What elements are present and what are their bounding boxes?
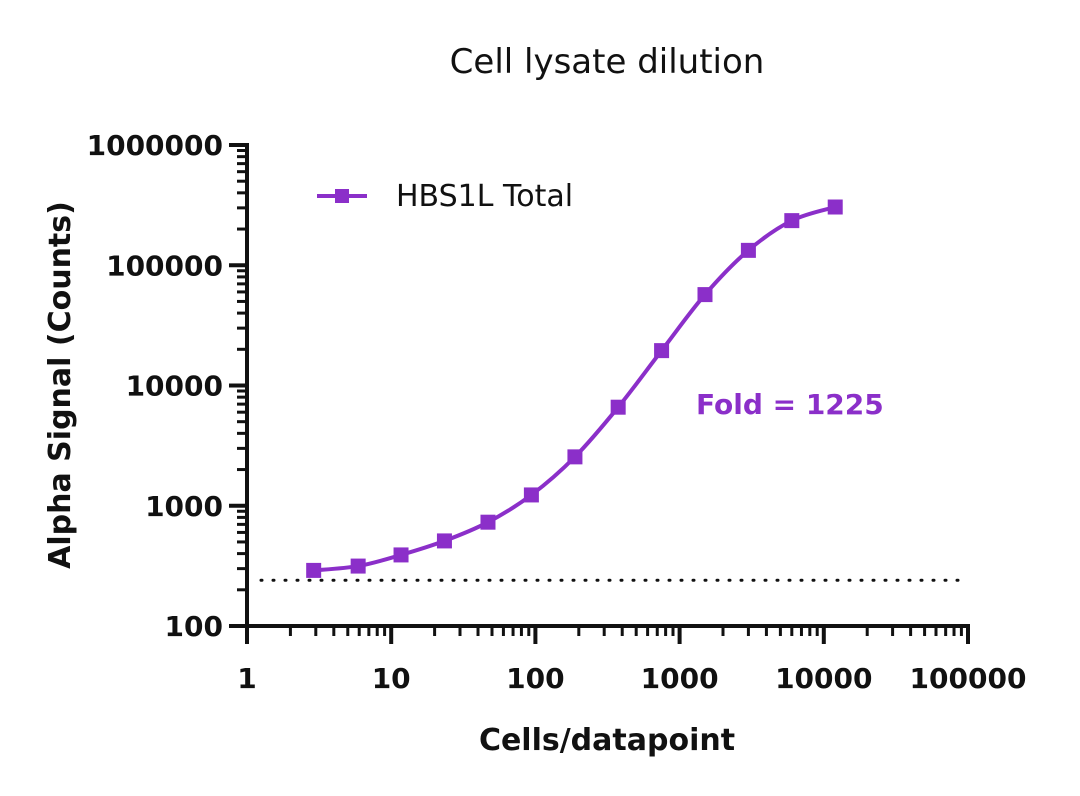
data-point <box>306 562 322 578</box>
data-point <box>436 533 452 549</box>
chart-title: Cell lysate dilution <box>450 42 765 82</box>
data-point <box>393 547 409 563</box>
y-tick-label: 100000 <box>106 249 223 282</box>
data-point <box>697 287 713 303</box>
axes: 100 1000 10000 100000 1000000 1 10 100 1000 10000… <box>87 129 1027 695</box>
y-tick-label: 100 <box>165 610 223 643</box>
data-point <box>740 242 756 258</box>
data-point <box>610 399 626 415</box>
data-point <box>827 199 843 215</box>
data-point <box>350 558 366 574</box>
x-axis-label: Cells/datapoint <box>479 723 735 758</box>
legend-label: HBS1L Total <box>396 179 573 214</box>
data-point <box>480 514 496 530</box>
x-tick-label: 1 <box>237 662 256 695</box>
data-point <box>654 343 670 359</box>
fold-annotation: Fold = 1225 <box>696 388 884 421</box>
y-tick-label: 10000 <box>126 370 223 403</box>
legend-marker <box>335 189 349 203</box>
data-point <box>523 487 539 503</box>
legend: HBS1L Total <box>317 179 573 214</box>
data-point <box>784 213 800 229</box>
x-tick-label: 100 <box>506 662 564 695</box>
y-tick-label: 1000000 <box>87 129 223 162</box>
x-tick-label: 10000 <box>775 662 872 695</box>
data-point <box>567 449 583 465</box>
x-tick-label: 100000 <box>910 662 1027 695</box>
series-group <box>306 199 843 578</box>
x-tick-label: 1000 <box>641 662 719 695</box>
y-axis-label: Alpha Signal (Counts) <box>43 201 78 569</box>
x-tick-label: 10 <box>372 662 411 695</box>
y-tick-label: 1000 <box>145 490 223 523</box>
